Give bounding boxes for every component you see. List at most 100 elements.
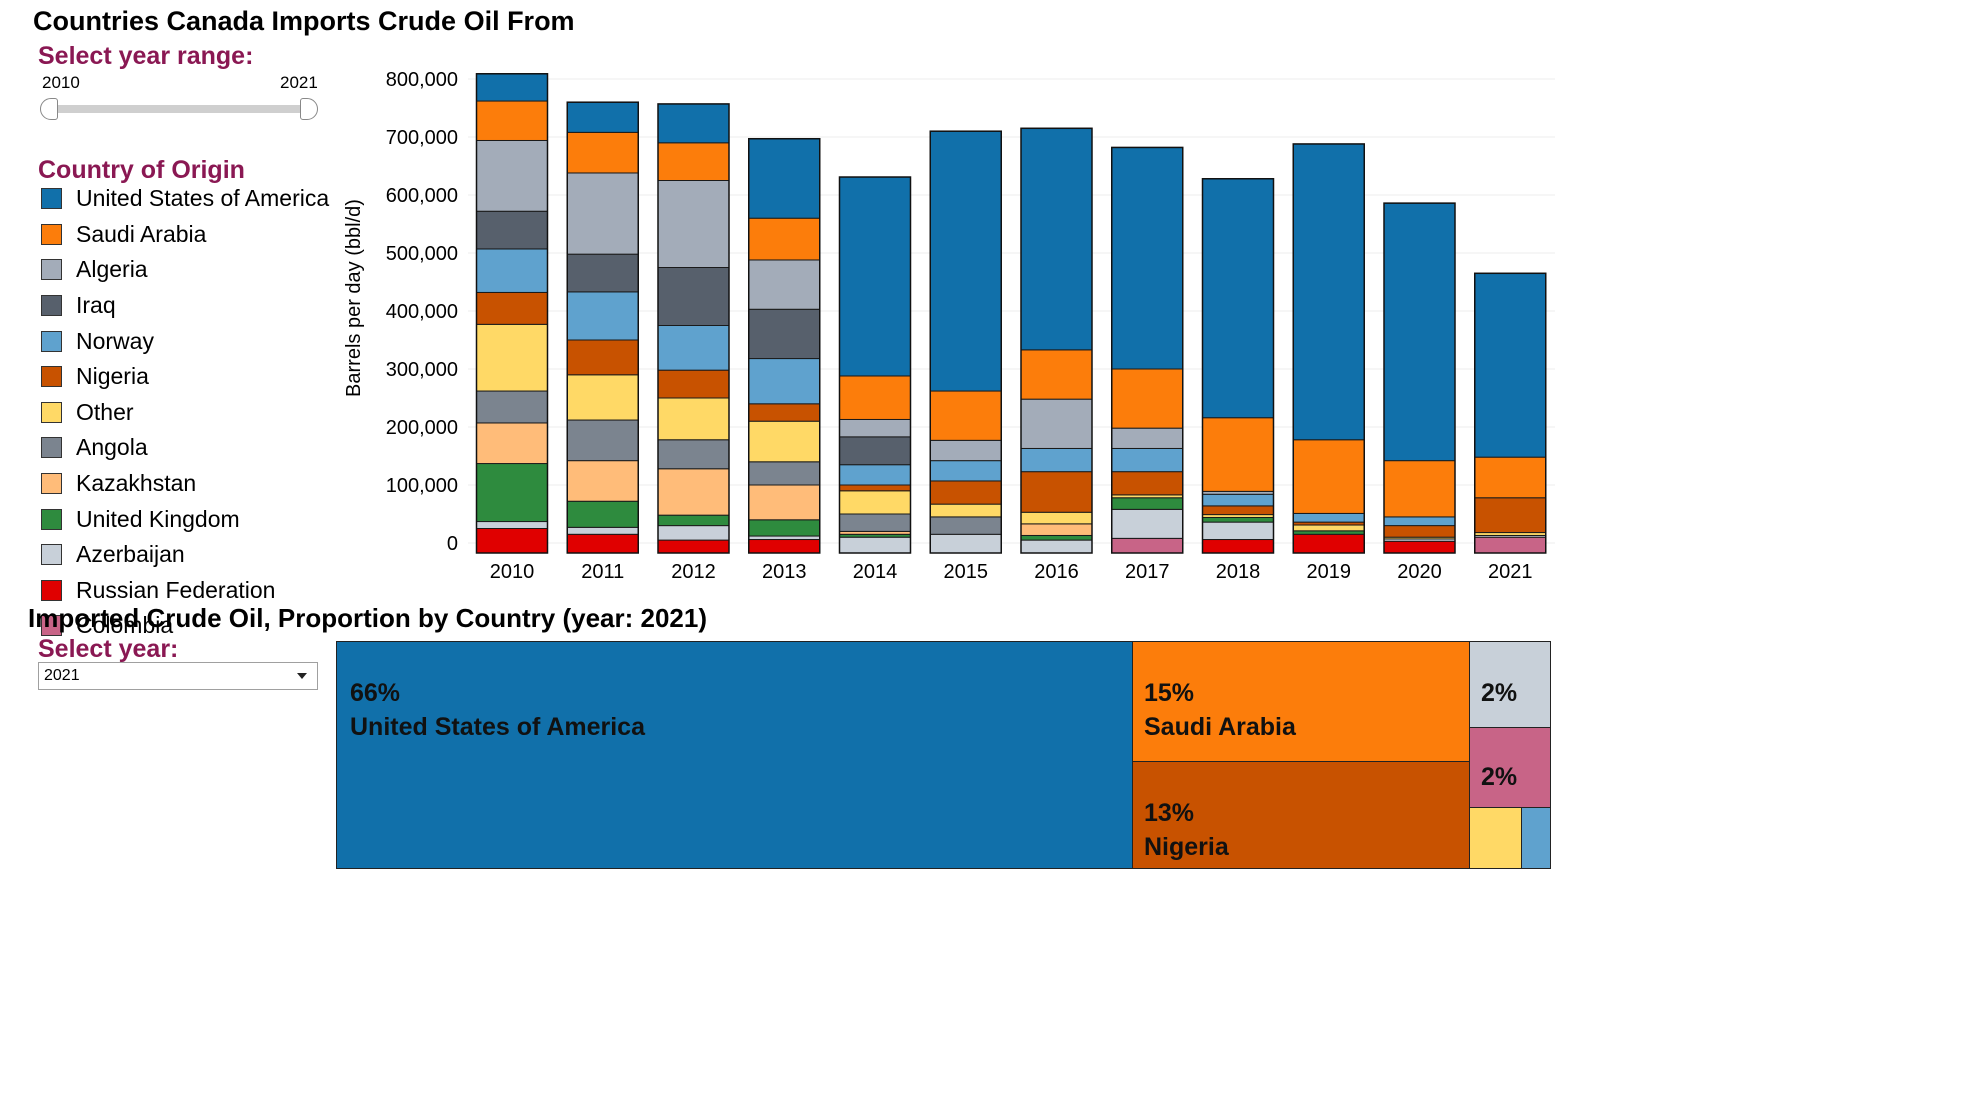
- bar-segment[interactable]: [657, 142, 730, 182]
- treemap-tile-norway[interactable]: [1521, 807, 1551, 869]
- bar-segment[interactable]: [929, 390, 1002, 441]
- bar-segment[interactable]: [748, 403, 821, 422]
- range-start-handle[interactable]: [40, 98, 58, 120]
- bar-segment[interactable]: [839, 490, 911, 515]
- bar-segment[interactable]: [476, 139, 548, 212]
- bar-segment[interactable]: [1111, 146, 1184, 370]
- bar-segment[interactable]: [839, 464, 911, 486]
- bar-segment[interactable]: [1020, 398, 1093, 449]
- bar-segment[interactable]: [476, 100, 548, 141]
- bar-segment[interactable]: [1292, 512, 1365, 523]
- legend-item[interactable]: Colombia: [41, 608, 329, 644]
- bar-segment[interactable]: [657, 397, 730, 441]
- bar-segment[interactable]: [1020, 534, 1093, 541]
- bar-segment[interactable]: [748, 308, 821, 360]
- bar-segment[interactable]: [748, 358, 821, 405]
- bar-segment[interactable]: [1202, 417, 1274, 492]
- bar-segment[interactable]: [1383, 202, 1456, 462]
- bar-segment[interactable]: [839, 176, 911, 377]
- bar-segment[interactable]: [476, 73, 548, 102]
- bar-segment[interactable]: [748, 539, 821, 554]
- bar-segment[interactable]: [566, 526, 639, 535]
- bar-segment[interactable]: [1020, 447, 1093, 473]
- bar-segment[interactable]: [657, 325, 730, 371]
- bar-segment[interactable]: [839, 513, 911, 532]
- bar-segment[interactable]: [1020, 471, 1093, 513]
- treemap-tile-other[interactable]: [1469, 807, 1523, 869]
- bar-segment[interactable]: [1292, 533, 1365, 554]
- bar-segment[interactable]: [1202, 493, 1274, 507]
- bar-segment[interactable]: [657, 514, 730, 527]
- treemap-tile-usa[interactable]: 66% United States of America: [336, 641, 1134, 869]
- bar-segment[interactable]: [748, 138, 821, 219]
- bar-segment[interactable]: [839, 418, 911, 438]
- bar-segment[interactable]: [1292, 439, 1365, 514]
- bar-segment[interactable]: [566, 339, 639, 376]
- bar-segment[interactable]: [566, 460, 639, 502]
- bar-segment[interactable]: [1292, 143, 1365, 441]
- bar-segment[interactable]: [748, 217, 821, 261]
- bar-segment[interactable]: [657, 103, 730, 144]
- bar-segment[interactable]: [1202, 521, 1274, 541]
- bar-segment[interactable]: [657, 369, 730, 399]
- legend-item[interactable]: Iraq: [41, 288, 329, 324]
- bar-segment[interactable]: [1111, 508, 1184, 539]
- bar-segment[interactable]: [929, 480, 1002, 505]
- bar-segment[interactable]: [1202, 516, 1274, 523]
- legend-item[interactable]: United States of America: [41, 181, 329, 217]
- bar-segment[interactable]: [929, 130, 1002, 392]
- bar-segment[interactable]: [566, 291, 639, 341]
- bar-segment[interactable]: [566, 172, 639, 255]
- bar-segment[interactable]: [929, 439, 1002, 462]
- bar-segment[interactable]: [657, 180, 730, 268]
- bar-segment[interactable]: [1292, 530, 1365, 535]
- bar-segment[interactable]: [1474, 497, 1547, 534]
- bar-segment[interactable]: [566, 101, 639, 133]
- bar-segment[interactable]: [476, 390, 548, 424]
- year-range-slider-track[interactable]: [46, 105, 312, 113]
- legend-item[interactable]: Norway: [41, 323, 329, 359]
- bar-segment[interactable]: [929, 516, 1002, 535]
- bar-segment[interactable]: [566, 374, 639, 421]
- bar-segment[interactable]: [748, 461, 821, 486]
- bar-segment[interactable]: [1111, 497, 1184, 510]
- bar-segment[interactable]: [1474, 272, 1547, 458]
- legend-item[interactable]: United Kingdom: [41, 501, 329, 537]
- legend-item[interactable]: Azerbaijan: [41, 537, 329, 573]
- legend-item[interactable]: Russian Federation: [41, 573, 329, 609]
- bar-segment[interactable]: [476, 323, 548, 392]
- bar-segment[interactable]: [657, 539, 730, 554]
- legend-item[interactable]: Saudi Arabia: [41, 217, 329, 253]
- bar-segment[interactable]: [748, 484, 821, 521]
- bar-segment[interactable]: [657, 267, 730, 326]
- bar-segment[interactable]: [1020, 127, 1093, 351]
- bar-segment[interactable]: [1474, 536, 1547, 554]
- bar-segment[interactable]: [929, 533, 1002, 554]
- range-end-handle[interactable]: [300, 98, 318, 120]
- bar-segment[interactable]: [1111, 427, 1184, 449]
- bar-segment[interactable]: [929, 460, 1002, 482]
- bar-segment[interactable]: [566, 500, 639, 528]
- bar-segment[interactable]: [839, 375, 911, 420]
- bar-segment[interactable]: [1111, 447, 1184, 473]
- bar-segment[interactable]: [476, 291, 548, 325]
- bar-segment[interactable]: [748, 420, 821, 463]
- bar-segment[interactable]: [1020, 539, 1093, 554]
- bar-segment[interactable]: [1020, 523, 1093, 536]
- legend-item[interactable]: Algeria: [41, 252, 329, 288]
- legend-item[interactable]: Nigeria: [41, 359, 329, 395]
- legend-item[interactable]: Angola: [41, 430, 329, 466]
- bar-segment[interactable]: [476, 521, 548, 529]
- bar-segment[interactable]: [929, 503, 1002, 518]
- bar-segment[interactable]: [476, 210, 548, 250]
- bar-segment[interactable]: [748, 259, 821, 310]
- bar-segment[interactable]: [476, 422, 548, 465]
- year-select[interactable]: 2021: [38, 662, 318, 690]
- bar-segment[interactable]: [1202, 178, 1274, 419]
- bar-segment[interactable]: [1474, 456, 1547, 499]
- bar-segment[interactable]: [1383, 516, 1456, 527]
- bar-segment[interactable]: [1111, 537, 1184, 554]
- legend-item[interactable]: Kazakhstan: [41, 466, 329, 502]
- bar-segment[interactable]: [566, 253, 639, 293]
- bar-segment[interactable]: [566, 131, 639, 174]
